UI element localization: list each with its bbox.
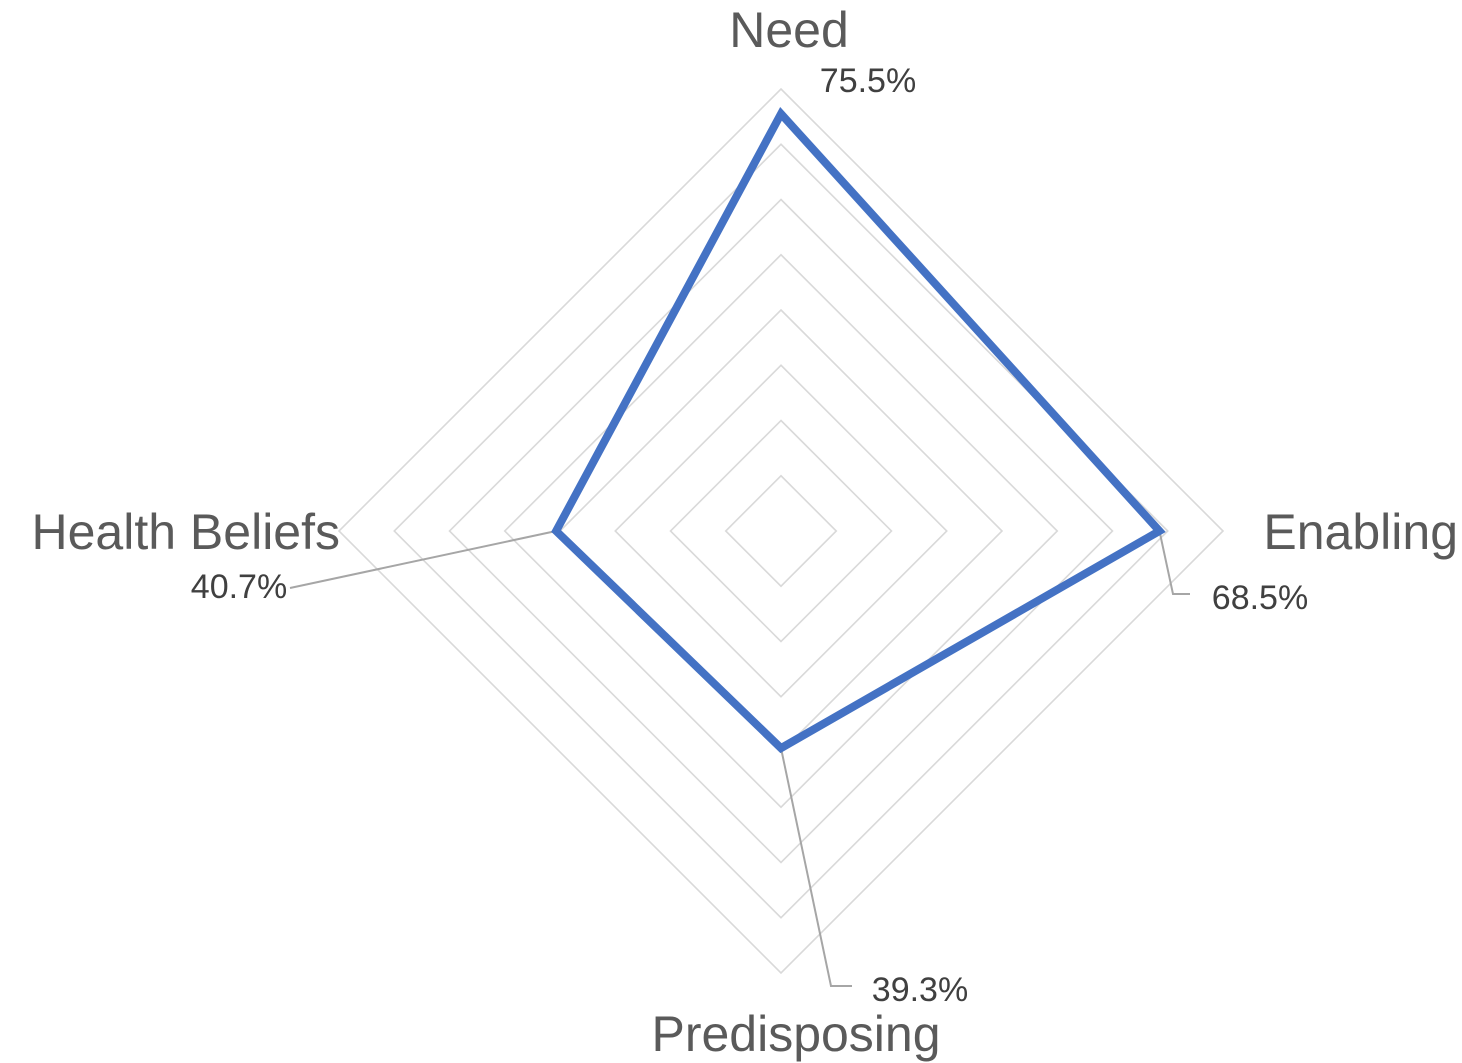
grid-ring-5	[503, 253, 1059, 809]
leader-line-enabling	[1158, 530, 1190, 595]
category-label-enabling: Enabling	[1263, 504, 1458, 560]
leader-line-predisposing	[780, 747, 852, 987]
category-label-health-beliefs: Health Beliefs	[32, 504, 341, 560]
category-label-predisposing: Predisposing	[651, 1006, 940, 1062]
series-polygon	[551, 106, 1166, 754]
axis-labels: Need Enabling Predisposing Health Belief…	[32, 2, 1459, 1062]
value-label-predisposing: 39.3%	[872, 971, 968, 1009]
grid-ring-6	[448, 198, 1114, 864]
grid-ring-1	[724, 474, 838, 588]
radar-grid	[337, 87, 1225, 975]
value-label-need: 75.5%	[820, 62, 916, 100]
category-label-need: Need	[729, 2, 849, 58]
grid-ring-4	[558, 308, 1004, 754]
leader-lines	[289, 530, 1190, 987]
grid-ring-3	[614, 364, 948, 698]
grid-ring-8	[337, 87, 1225, 975]
value-label-enabling: 68.5%	[1212, 579, 1308, 617]
leader-line-health-beliefs	[289, 530, 557, 589]
grid-ring-2	[669, 419, 893, 643]
value-label-health-beliefs: 40.7%	[191, 568, 287, 606]
grid-ring-7	[393, 143, 1169, 919]
